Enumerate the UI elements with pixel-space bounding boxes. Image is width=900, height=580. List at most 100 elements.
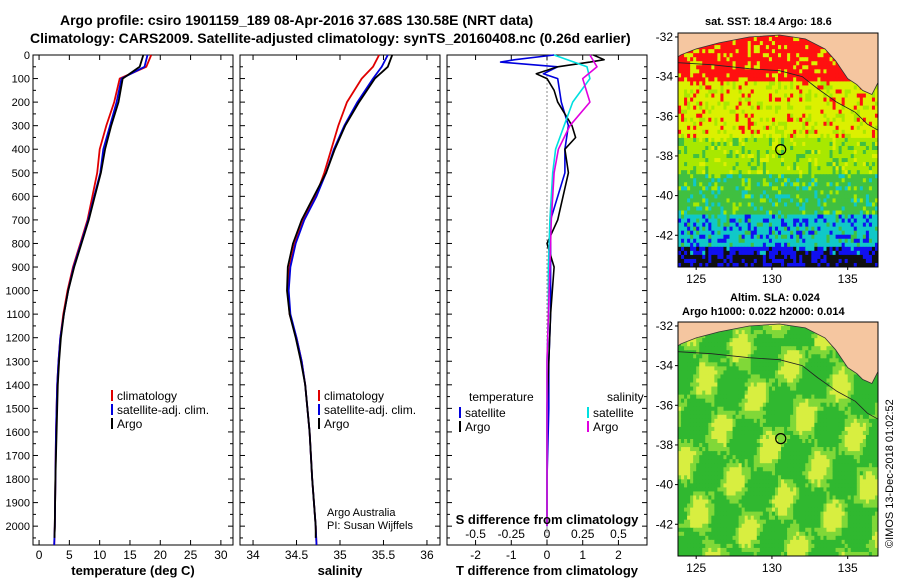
map-cell <box>711 77 715 82</box>
map-cell <box>778 137 782 143</box>
map-cell <box>747 346 752 351</box>
map-cell <box>859 150 864 155</box>
map-cell <box>838 81 843 86</box>
map-cell <box>693 154 697 159</box>
map-cell <box>832 354 836 359</box>
map-cell <box>844 150 849 155</box>
map-cell <box>787 342 791 347</box>
map-cell <box>874 133 879 139</box>
map-cell <box>774 105 779 111</box>
map-cell <box>826 85 830 90</box>
map-cell <box>735 166 740 171</box>
map-cell <box>811 101 815 107</box>
map-cell <box>684 202 688 207</box>
map-cell <box>820 242 824 248</box>
map-cell <box>765 170 770 175</box>
map-cell <box>765 101 770 107</box>
map-cell <box>744 202 749 207</box>
map-cell <box>832 214 836 219</box>
map-cell <box>717 158 721 163</box>
map-cell <box>781 366 785 371</box>
map-cell <box>823 238 827 244</box>
map-cell <box>808 154 812 159</box>
map-cell <box>790 334 794 339</box>
map-cell <box>832 210 836 215</box>
map-cell <box>781 77 785 82</box>
map-cell <box>847 85 852 90</box>
map-cell <box>741 178 746 183</box>
map-cell <box>787 145 791 151</box>
map-cell <box>823 170 827 175</box>
map-cell <box>735 93 740 98</box>
map-cell <box>841 158 846 163</box>
map-cell <box>687 170 691 175</box>
map-cell <box>708 154 712 159</box>
map-cell <box>774 137 779 143</box>
map-cell <box>726 242 730 248</box>
map-cell <box>790 250 794 256</box>
map-cell <box>856 166 861 171</box>
map-cell <box>768 186 773 191</box>
map-cell <box>820 81 824 86</box>
map-cell <box>787 97 791 102</box>
map-cell <box>729 234 733 240</box>
map-cell <box>750 125 755 131</box>
map-cell <box>865 258 870 264</box>
map-cell <box>820 121 824 127</box>
map-cell <box>735 234 740 240</box>
map-cell <box>784 141 788 147</box>
map-cell <box>756 326 761 331</box>
map-cell <box>784 77 788 82</box>
map-cell <box>841 186 846 191</box>
map-cell <box>756 141 761 147</box>
map-cell <box>874 174 879 179</box>
map-cell <box>868 202 873 207</box>
map-cell <box>753 45 758 50</box>
map-cell <box>732 170 736 175</box>
map-cell <box>693 69 697 74</box>
map-cell <box>811 170 815 175</box>
map-cell <box>762 45 767 50</box>
map-cell <box>771 166 776 171</box>
map-cell <box>678 109 682 115</box>
map-cell <box>850 154 855 159</box>
map-cell <box>817 174 821 179</box>
map-cell <box>802 190 806 195</box>
map-cell <box>874 101 879 107</box>
map-cell <box>729 45 733 50</box>
map-cell <box>711 182 715 187</box>
map-cell <box>862 133 867 139</box>
map-cell <box>693 218 697 224</box>
map-cell <box>841 206 846 211</box>
map-cell <box>681 262 685 268</box>
map-cell <box>859 141 864 147</box>
map-cell <box>781 53 785 58</box>
map-cell <box>744 198 749 203</box>
map-cell <box>759 105 764 111</box>
map-cell <box>838 141 843 147</box>
map-cell <box>753 57 758 62</box>
map-cell <box>705 218 709 224</box>
map-cell <box>693 190 697 195</box>
map-cell <box>699 186 703 191</box>
map-cell <box>820 186 824 191</box>
map-cell <box>756 61 761 66</box>
map-cell <box>726 150 730 155</box>
map-cell <box>765 254 770 260</box>
map-cell <box>823 222 827 228</box>
map-cell <box>826 230 830 236</box>
map-cell <box>838 230 843 236</box>
map-cell <box>868 222 873 228</box>
legend-swatch <box>318 418 320 429</box>
map-cell <box>784 194 788 199</box>
map-cell <box>823 65 827 70</box>
map-cell <box>732 222 736 228</box>
map-cell <box>844 81 849 86</box>
map-cell <box>690 342 694 347</box>
map-cell <box>787 262 791 268</box>
map-cell <box>708 69 712 74</box>
map-cell <box>781 178 785 183</box>
map-cell <box>778 49 782 54</box>
map-cell <box>768 77 773 82</box>
map-cell <box>871 129 876 135</box>
